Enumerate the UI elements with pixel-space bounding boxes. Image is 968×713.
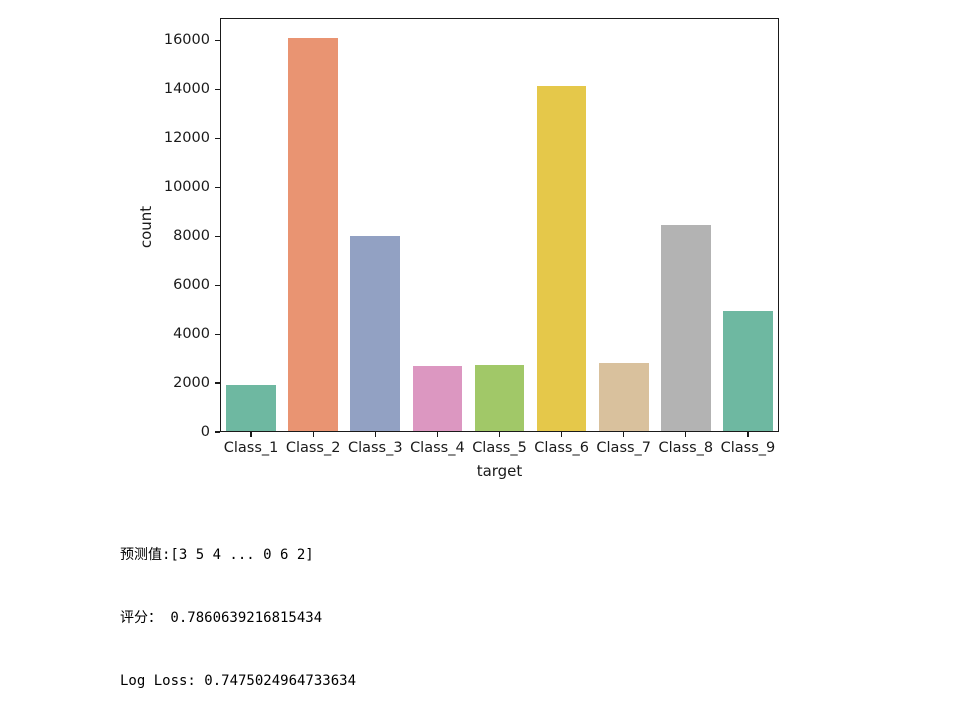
y-tick-label: 8000 bbox=[173, 227, 210, 244]
x-tick-label: Class_7 bbox=[596, 440, 652, 456]
x-tick-label: Class_3 bbox=[347, 440, 403, 456]
x-axis-label: target bbox=[476, 462, 523, 480]
y-tick-mark bbox=[215, 333, 220, 335]
x-tick-label: Class_2 bbox=[285, 440, 341, 456]
x-tick-label: Class_9 bbox=[720, 440, 776, 456]
x-tick-mark bbox=[747, 432, 749, 437]
plot-area: Class_1 Class_2 Class_3 Class_4 Class_5 Class… bbox=[164, 18, 779, 456]
x-tick-mark bbox=[498, 432, 501, 437]
bar-class_4 bbox=[412, 366, 463, 432]
y-tick-mark bbox=[215, 431, 220, 433]
bar-class_3 bbox=[350, 236, 401, 432]
score-line: 评分： 0.7860639216815434 bbox=[120, 610, 323, 626]
prediction-line: 预测值:[3 5 4 ... 0 6 2] bbox=[120, 547, 314, 563]
x-tick-mark bbox=[312, 432, 314, 437]
y-tick-mark bbox=[215, 382, 220, 384]
x-tick-label: Class_6 bbox=[534, 440, 589, 456]
y-tick-mark bbox=[215, 40, 220, 42]
bar-class_5 bbox=[474, 365, 525, 432]
y-tick-mark bbox=[215, 137, 220, 140]
console-output: 预测值:[3 5 4 ... 0 6 2] 评分： 0.786063921681… bbox=[120, 503, 356, 713]
screenshot-root: { "chart_data": { "type": "bar", "title"… bbox=[120, 18, 779, 689]
y-tick-label: 4000 bbox=[173, 325, 210, 342]
x-tick-label: Class_5 bbox=[472, 440, 527, 456]
y-tick-label: 12000 bbox=[163, 130, 210, 147]
x-tick-mark bbox=[250, 432, 252, 437]
bar-class_8 bbox=[660, 225, 711, 432]
y-tick-label: 6000 bbox=[173, 276, 210, 293]
y-tick-label: 14000 bbox=[163, 81, 210, 98]
x-tick-mark bbox=[561, 432, 563, 437]
y-tick-mark bbox=[215, 186, 220, 189]
x-tick-label: Class_1 bbox=[223, 440, 279, 456]
x-tick-label: Class_4 bbox=[410, 440, 465, 456]
x-tick-label: Class_8 bbox=[658, 440, 714, 456]
bar-class_6 bbox=[536, 86, 587, 432]
y-tick-label: 10000 bbox=[163, 178, 210, 195]
x-tick-mark bbox=[623, 432, 625, 437]
y-tick-label: 2000 bbox=[173, 374, 210, 391]
count-bar-chart: count Class_1 Class_2 Class_3 Class_4 Class_… bbox=[137, 18, 779, 480]
x-tick-mark bbox=[685, 432, 687, 437]
logloss-line: Log Loss: 0.7475024964733634 bbox=[120, 673, 357, 689]
y-tick-label: 0 bbox=[200, 423, 210, 440]
bar-class_7 bbox=[598, 362, 649, 432]
bar-class_9 bbox=[723, 310, 773, 432]
x-tick-mark bbox=[436, 432, 438, 437]
y-tick-mark bbox=[215, 235, 220, 237]
y-tick-mark bbox=[215, 284, 220, 286]
y-tick-label: 16000 bbox=[163, 32, 210, 49]
bar-class_2 bbox=[288, 37, 338, 432]
bar-class_1 bbox=[226, 384, 276, 432]
y-tick-mark bbox=[215, 89, 220, 91]
x-tick-mark bbox=[374, 432, 376, 437]
